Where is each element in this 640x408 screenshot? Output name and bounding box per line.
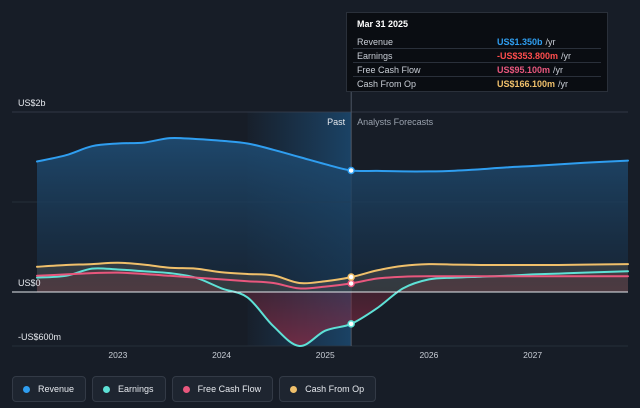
x-tick-label: 2024 — [212, 350, 231, 360]
tooltip-row-value: US$166.100m — [497, 78, 556, 89]
tooltip-row: Free Cash Flow US$95.100m/yr — [353, 62, 601, 76]
cash-from-op-marker — [347, 273, 355, 281]
free-cash-flow-marker — [347, 279, 355, 288]
lines-layer — [12, 136, 629, 347]
x-tick-label: 2025 — [316, 350, 335, 360]
region-label-past: Past — [327, 117, 346, 127]
y-label-zero: US$0 — [18, 278, 41, 288]
tooltip-row-label: Cash From Op — [357, 78, 417, 89]
legend-dot-icon — [182, 385, 190, 393]
tooltip-row-value: -US$353.800m — [497, 50, 559, 61]
chart-legend: Revenue Earnings Free Cash Flow Cash From O… — [12, 376, 377, 402]
legend-item-earnings[interactable]: Earnings — [92, 376, 166, 402]
tooltip-row-label: Revenue — [357, 36, 394, 47]
text-layer: US$2b US$0 -US$600m Past Analysts Forecasts 2… — [18, 98, 542, 360]
fill-layer — [37, 137, 628, 347]
legend-item-cash-from-op[interactable]: Cash From Op — [279, 376, 377, 402]
legend-dot-icon — [103, 385, 111, 393]
legend-item-label: Cash From Op — [305, 384, 365, 394]
free-cash-flow-line — [36, 271, 629, 290]
legend-item-label: Free Cash Flow — [197, 384, 262, 394]
y-label-bottom: -US$600m — [18, 332, 61, 342]
legend-item-free-cash-flow[interactable]: Free Cash Flow — [171, 376, 274, 402]
tooltip-row-label: Free Cash Flow — [357, 64, 421, 75]
cash-from-op-line — [36, 261, 629, 285]
tooltip-date: Mar 31 2025 — [357, 19, 409, 29]
revenue-marker — [347, 166, 355, 175]
revenue-area — [37, 137, 628, 292]
legend-dot-icon — [290, 385, 298, 393]
tooltip-row-unit: /yr — [553, 64, 564, 75]
earnings-area — [37, 268, 628, 347]
tooltip-row-unit: /yr — [558, 78, 569, 89]
cash-from-op-area — [37, 262, 628, 292]
tooltip-row-unit: /yr — [561, 50, 572, 61]
tooltip-row: Cash From Op US$166.100m/yr — [353, 76, 601, 90]
legend-item-label: Revenue — [38, 384, 75, 394]
x-tick-label: 2027 — [523, 350, 542, 360]
y-label-top: US$2b — [18, 98, 46, 108]
x-tick-label: 2023 — [108, 350, 127, 360]
tooltip-row-value: US$1.350b — [497, 36, 543, 47]
tooltip-row-value: US$95.100m — [497, 64, 551, 75]
legend-item-label: Earnings — [118, 384, 154, 394]
legend-dot-icon — [23, 385, 30, 393]
x-tick-label: 2026 — [419, 350, 438, 360]
tooltip-rows: Revenue US$1.350b/yr Earnings -US$353.800m /… — [353, 35, 601, 90]
data-tooltip: Mar 31 2025 Revenue US$1.350b/yr Earnings -… — [346, 12, 608, 92]
legend-item-revenue[interactable]: Revenue — [12, 376, 87, 402]
region-label-forecast: Analysts Forecasts — [357, 117, 434, 127]
tooltip-row: Earnings -US$353.800m/yr — [353, 48, 601, 62]
revenue-line — [36, 136, 629, 173]
tooltip-row-unit: /yr — [545, 36, 556, 47]
tooltip-row: Revenue US$1.350b/yr — [353, 35, 601, 48]
earnings-marker — [347, 320, 355, 328]
tooltip-row-label: Earnings — [357, 50, 393, 61]
